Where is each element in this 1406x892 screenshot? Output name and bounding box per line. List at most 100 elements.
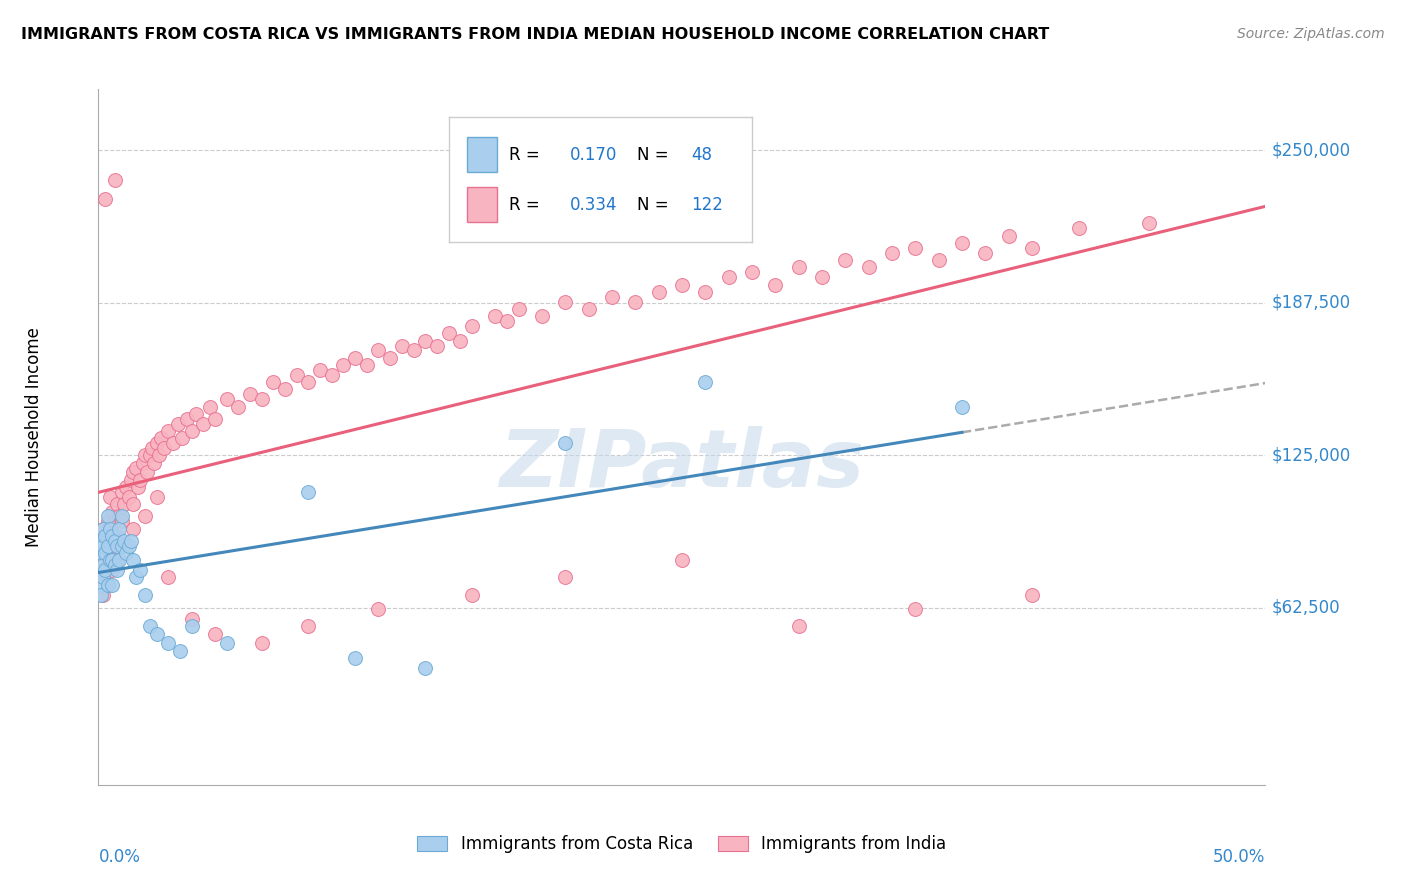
Point	[105, 563, 128, 577]
Point	[228, 400, 250, 414]
Point	[624, 294, 647, 309]
Point	[413, 334, 436, 348]
Point	[600, 290, 623, 304]
Text: 50.0%: 50.0%	[1213, 847, 1265, 865]
Point	[139, 619, 162, 633]
Point	[112, 497, 135, 511]
Point	[484, 310, 506, 324]
Point	[391, 338, 413, 352]
Point	[120, 473, 142, 487]
Point	[104, 558, 127, 573]
Point	[90, 578, 112, 592]
Point	[94, 553, 117, 567]
Point	[426, 338, 449, 352]
Point	[91, 522, 114, 536]
Point	[143, 456, 166, 470]
Point	[285, 368, 308, 382]
Text: Source: ZipAtlas.com: Source: ZipAtlas.com	[1237, 27, 1385, 41]
Point	[101, 578, 124, 592]
Point	[717, 270, 740, 285]
Point	[193, 417, 215, 431]
Point	[437, 326, 460, 341]
Point	[90, 546, 112, 560]
Point	[94, 529, 117, 543]
Point	[928, 253, 950, 268]
Point	[129, 563, 152, 577]
Point	[129, 473, 152, 487]
Point	[104, 172, 127, 186]
Text: Median Household Income: Median Household Income	[25, 327, 44, 547]
Point	[152, 441, 174, 455]
Point	[671, 553, 693, 567]
Point	[105, 553, 128, 567]
Point	[1067, 221, 1090, 235]
Point	[162, 436, 184, 450]
Point	[91, 558, 114, 573]
Point	[105, 529, 128, 543]
Point	[97, 539, 120, 553]
Point	[91, 570, 114, 584]
Text: $187,500: $187,500	[1271, 293, 1350, 312]
Point	[122, 497, 145, 511]
Point	[115, 480, 138, 494]
Point	[104, 533, 127, 548]
Point	[787, 619, 810, 633]
Text: $62,500: $62,500	[1271, 599, 1340, 617]
Point	[150, 431, 173, 445]
Point	[1137, 217, 1160, 231]
Point	[787, 260, 810, 275]
Point	[554, 436, 576, 450]
Point	[146, 490, 169, 504]
Point	[332, 358, 354, 372]
Point	[91, 570, 114, 584]
Point	[98, 490, 121, 504]
Point	[105, 539, 128, 553]
Point	[157, 424, 180, 438]
Point	[695, 285, 717, 299]
Point	[115, 546, 138, 560]
Point	[108, 509, 131, 524]
Point	[94, 563, 117, 577]
Point	[172, 431, 194, 445]
Point	[101, 529, 124, 543]
Point	[98, 553, 121, 567]
Point	[180, 619, 202, 633]
Point	[94, 546, 117, 560]
Point	[169, 643, 191, 657]
Point	[139, 449, 162, 463]
Point	[671, 277, 693, 292]
Point	[134, 449, 156, 463]
Point	[101, 504, 124, 518]
Point	[344, 351, 367, 365]
Point	[321, 368, 343, 382]
Point	[834, 253, 856, 268]
Point	[111, 509, 134, 524]
Point	[104, 514, 127, 528]
Point	[111, 485, 134, 500]
Point	[356, 358, 378, 372]
Legend: Immigrants from Costa Rica, Immigrants from India: Immigrants from Costa Rica, Immigrants f…	[411, 829, 953, 860]
Point	[91, 522, 114, 536]
Point	[90, 588, 112, 602]
Point	[98, 522, 121, 536]
Point	[97, 578, 120, 592]
Point	[122, 466, 145, 480]
Point	[239, 387, 262, 401]
Point	[104, 533, 127, 548]
Point	[974, 245, 997, 260]
Point	[180, 424, 202, 438]
Point	[378, 351, 402, 365]
Point	[101, 563, 124, 577]
Point	[741, 265, 763, 279]
Point	[367, 602, 389, 616]
Point	[122, 522, 145, 536]
Point	[120, 533, 142, 548]
Point	[200, 400, 222, 414]
Point	[763, 277, 786, 292]
Point	[176, 411, 198, 425]
Point	[111, 514, 134, 528]
Point	[118, 490, 141, 504]
Point	[297, 619, 319, 633]
Point	[554, 294, 576, 309]
Point	[127, 480, 149, 494]
